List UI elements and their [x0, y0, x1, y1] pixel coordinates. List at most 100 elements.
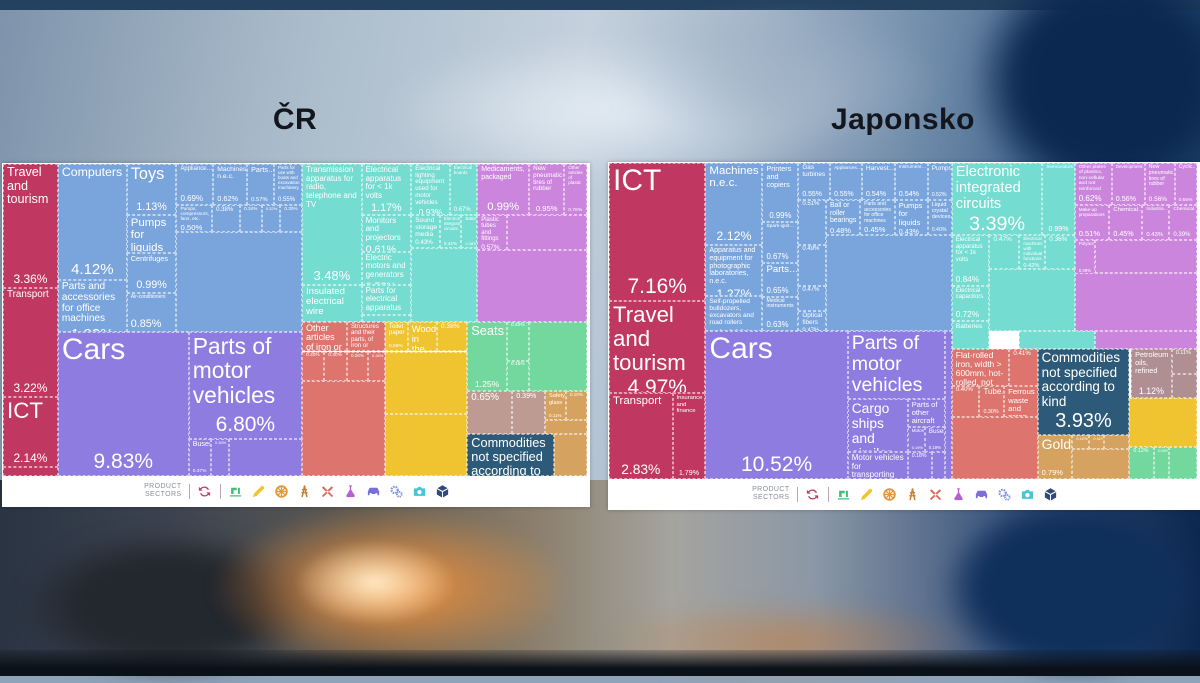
treemap-cell[interactable]: New pneumatic tires of rubber 0.56%	[1144, 163, 1175, 206]
treemap-cell[interactable]: Chemical… 0.45%	[1109, 205, 1143, 241]
vehicles-icon[interactable]	[366, 483, 382, 499]
treemap-cell[interactable]	[411, 247, 478, 322]
treemap-cell[interactable]: Parts of motor vehicles 6.80%	[188, 331, 302, 440]
treemap-cell[interactable]: Transport 2.83%	[609, 393, 673, 479]
treemap-cell[interactable]	[361, 314, 412, 322]
treemap-cell[interactable]: 0.12%	[1129, 446, 1155, 479]
treemap-cell[interactable]: Industria… 0.43%	[1142, 205, 1170, 241]
treemap-cell[interactable]: ICT 7.16%	[609, 163, 706, 301]
treemap-cell[interactable]: Other articles of plastic 0.76%	[564, 164, 587, 215]
treemap-cell[interactable]: Harvest… 0.54%	[861, 163, 895, 201]
treemap-cell[interactable]: Parts for electrical apparatus0.50%	[361, 284, 412, 315]
treemap-cell[interactable]: Development… 0.56%	[1111, 163, 1145, 206]
treemap-cell[interactable]	[989, 268, 1075, 332]
treemap-cell[interactable]: Cargo ships and similar vessels1.49%	[847, 399, 908, 452]
treemap-cell[interactable]	[544, 419, 587, 435]
treemap-cell[interactable]: Appliances… 0.55%	[830, 163, 862, 201]
treemap-cell[interactable]: Pumps for liquids 0.43%	[894, 200, 928, 236]
treemap-cell[interactable]: Ferrous waste and scrap0.28%	[1004, 386, 1038, 417]
treemap-cell[interactable]: Gold 0.79%	[1037, 434, 1073, 479]
treemap-cell[interactable]: Seats 1.25%	[467, 321, 507, 392]
treemap-cell[interactable]: Parts of other aircraft0.40%	[907, 399, 945, 427]
treemap-cell[interactable]	[944, 331, 952, 479]
treemap-cell[interactable]: 0.26%	[368, 351, 385, 382]
treemap-cell[interactable]	[529, 321, 587, 392]
treemap-cell[interactable]: Semiconductor…0.99%	[1042, 163, 1075, 236]
other-icon[interactable]	[435, 483, 451, 499]
treemap-cell[interactable]	[1074, 272, 1197, 332]
treemap-cell[interactable]: Electrical apparatus for < 1k volts 0.84%	[951, 235, 990, 286]
treemap-cell[interactable]: Petroleum oils, refined 1.12%	[1131, 349, 1172, 399]
treemap-cell[interactable]: Chemical… 0.39%	[1169, 205, 1197, 241]
treemap-cell[interactable]: 0.12%	[1072, 434, 1090, 449]
treemap-cell[interactable]: 0.40%	[506, 321, 530, 362]
oil-derrick-icon[interactable]	[297, 483, 313, 499]
treemap-cell[interactable]	[229, 439, 302, 476]
treemap-cell[interactable]: Buses 0.37%	[188, 439, 211, 476]
treemap-cell[interactable]: Electric motors and generators0.52%	[361, 251, 412, 285]
wood-icon[interactable]	[859, 486, 875, 502]
treemap-cell[interactable]: Ball or roller bearings 0.48%	[825, 200, 861, 236]
treemap-cell[interactable]: Monitors and projectors 0.61%	[361, 214, 412, 252]
treemap-cell[interactable]: 0.34%	[240, 204, 262, 232]
treemap-cell[interactable]: Cyclic… 0.55%	[1174, 163, 1197, 206]
treemap-cell[interactable]	[1104, 434, 1130, 449]
metals-icon[interactable]	[928, 486, 944, 502]
treemap-cell[interactable]: Transport 3.22%	[3, 287, 58, 398]
machinery-icon[interactable]	[389, 483, 405, 499]
treemap-cell[interactable]: ICT 2.14%	[3, 397, 58, 467]
treemap-cell[interactable]: Pumps, compressors, fans, etc. 0.50%	[176, 204, 213, 232]
electronics-icon[interactable]	[412, 483, 428, 499]
treemap-cell[interactable]: Machines n.e.c. 0.62%	[213, 164, 248, 205]
treemap-cell[interactable]: Appliance… 0.69%	[176, 164, 214, 205]
treemap-cell[interactable]: Machines n.e.c. 2.12%	[705, 163, 763, 246]
treemap-cell[interactable]: 0.11%	[1089, 434, 1105, 449]
treemap-cell[interactable]: Electrical machines with individual func…	[1019, 235, 1046, 269]
treemap-cell[interactable]: 0.51%	[798, 200, 826, 246]
treemap-cell[interactable]: 0.28%	[346, 351, 368, 382]
machinery-icon[interactable]	[997, 486, 1013, 502]
treemap-cell[interactable]: Plastic tubes and fittings 0.57%	[477, 214, 507, 250]
treemap-cell[interactable]: Motor vehicles for transporting goods0.5…	[847, 451, 908, 479]
treemap-cell[interactable]	[384, 351, 468, 414]
treemap-cell[interactable]	[931, 451, 945, 479]
treemap-cell[interactable]: Parts and accessories for office machine…	[860, 200, 895, 236]
treemap-cell[interactable]: 0.10%	[565, 391, 587, 420]
treemap-cell[interactable]	[1171, 373, 1197, 399]
treemap-cell[interactable]	[1094, 331, 1197, 350]
treemap-cell[interactable]: Medicaments, packaged 0.99%	[477, 164, 530, 215]
treemap-cell[interactable]: Parts… 0.57%	[247, 164, 274, 205]
treemap-cell[interactable]: Travel and tourism 4.97%	[609, 300, 706, 394]
treemap-cell[interactable]	[554, 434, 587, 476]
treemap-cell[interactable]: 0.38%	[212, 204, 241, 232]
treemap-cell[interactable]: Electrical boards 0.67%	[449, 164, 478, 215]
treemap-cell[interactable]: Motorcy…0.19%	[907, 426, 925, 452]
treemap-cell[interactable]: 0.30%	[210, 439, 229, 476]
treemap-cell[interactable]: Parts for use with boats and excavation …	[273, 164, 302, 205]
treemap-cell[interactable]: Computers 4.12%	[57, 164, 127, 280]
treemap-cell[interactable]: New pneumatic tires of rubber 0.95%	[529, 164, 565, 215]
treemap-cell[interactable]: Parts of motor vehicles3.46%	[847, 331, 945, 400]
treemap-cell[interactable]: 0.11%	[1171, 349, 1197, 374]
chemicals-icon[interactable]	[951, 486, 967, 502]
treemap-cell[interactable]: Electrical apparatus for < 1k volts 1.17%	[361, 164, 412, 215]
treemap-cell[interactable]: 0.65%	[467, 391, 513, 435]
treemap-cell[interactable]	[951, 416, 1038, 479]
minerals-icon[interactable]	[274, 483, 290, 499]
treemap-cell[interactable]: Pumps for liquids1.02%	[126, 214, 177, 253]
treemap-cell[interactable]: Cars 9.83%	[57, 331, 189, 476]
treemap-cell[interactable]: Other articles of iron or steel0.67%	[302, 321, 347, 352]
treemap-cell[interactable]: 0.47%	[798, 285, 826, 311]
treemap-cell[interactable]: Liquid crystal devices 0.40%	[927, 200, 952, 236]
treemap-cell[interactable]: Electronic integrated circuits 3.39%	[951, 163, 1043, 236]
treemap-cell[interactable]: Travel and tourism 3.36%	[3, 164, 58, 288]
treemap-cell[interactable]: Commodities not specified according to k…	[1037, 349, 1130, 435]
other-icon[interactable]	[1043, 486, 1059, 502]
treemap-cell[interactable]	[1094, 240, 1197, 273]
treemap-cell[interactable]	[3, 466, 58, 476]
treemap-cell[interactable]: Parts and accessories for office machine…	[57, 279, 127, 332]
treemap-cell[interactable]: Toys 1.13%	[126, 164, 177, 215]
treemap-cell[interactable]: Printers and copiers 0.99%	[762, 163, 799, 223]
treemap-cell[interactable]	[176, 231, 302, 332]
